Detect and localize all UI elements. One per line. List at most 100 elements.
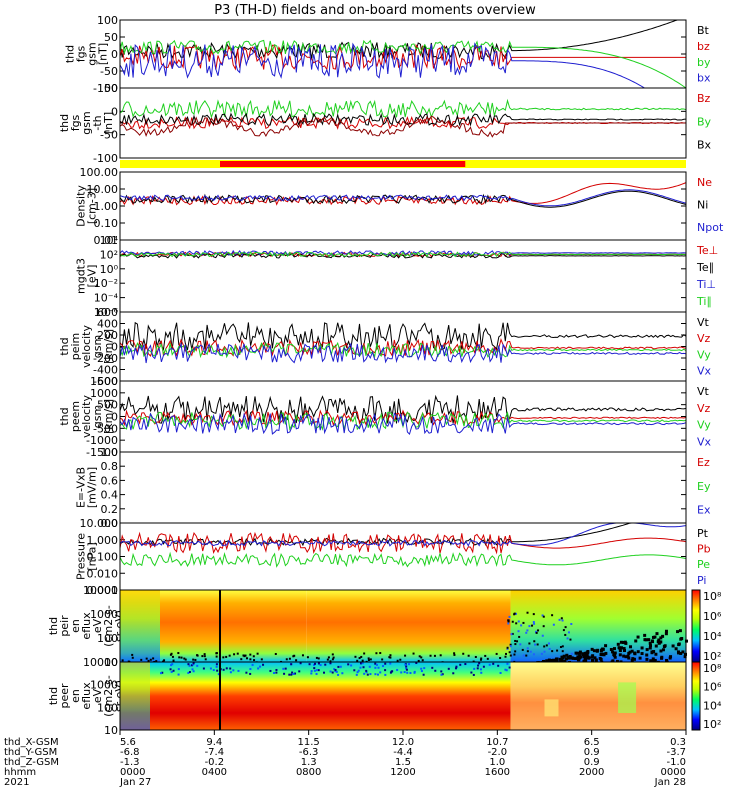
legend-label: Vx: [697, 365, 712, 378]
x-axis-row-label: thd_Y-GSM: [4, 747, 57, 758]
colorbar-tick: 10⁴: [703, 699, 722, 712]
x-axis-row-label: thd_X-GSM: [4, 737, 59, 748]
y-axis-label: [cm-3]: [86, 188, 99, 224]
y-axis-label: fgs: [75, 45, 88, 62]
tick-label: 1500: [90, 375, 118, 388]
x-axis-value: -7.4: [205, 747, 225, 758]
tick-label: 0.10: [94, 217, 119, 230]
colorbar-tick: 10⁶: [703, 610, 722, 623]
y-axis-label: en: [69, 689, 82, 703]
y-axis-label: gsm: [91, 405, 104, 428]
legend-label: Vz: [697, 402, 711, 415]
series-line: [119, 251, 687, 258]
series-line: [119, 551, 687, 568]
series-line: [119, 412, 687, 436]
x-axis-value: 9.4: [206, 737, 222, 748]
legend-label: Pe: [697, 558, 710, 571]
y-axis-label: mgdt3: [75, 258, 88, 294]
x-axis-value: 10.7: [486, 737, 508, 748]
tick-label: 0: [111, 48, 118, 61]
colorbar-tick: 10²: [703, 650, 721, 663]
y-axis-label: eV: [91, 688, 104, 703]
y-axis-label: [eV]: [86, 265, 99, 288]
tick-label: -50: [100, 65, 118, 78]
y-axis-label: gsm: [86, 42, 99, 65]
panel-3: Density[cm-3] 100.00 10.00 1.00 0.10 0.01 Ne Ni…: [75, 166, 724, 247]
tick-label: 1000: [90, 387, 118, 400]
tick-label: 500: [97, 399, 118, 412]
tick-label: 0.6: [101, 474, 119, 487]
tick-label: 400: [97, 318, 118, 331]
series-line: [119, 338, 687, 357]
y-axis-label: (cm2-s-: [102, 605, 115, 647]
tick-label: 0.100: [87, 551, 119, 564]
tick-label: 10.000: [80, 517, 119, 530]
tick-label: 50: [104, 31, 118, 44]
legend-label: Ey: [697, 480, 711, 493]
x-axis-value: -1.0: [666, 757, 686, 768]
x-axis-value: 0.3: [670, 737, 686, 748]
tick-label: 0.001: [87, 584, 119, 597]
colorbar-tick: 10⁴: [703, 630, 722, 643]
y-axis-label: thd: [58, 114, 71, 132]
legend-label: Ne: [697, 176, 712, 189]
x-axis-value: Jan 28: [654, 777, 686, 788]
y-axis-label: Density: [75, 185, 88, 227]
tick-label: 10⁻⁶: [94, 306, 119, 319]
tick-label: 100.00: [80, 166, 119, 179]
y-axis-label: fgs: [69, 114, 82, 131]
x-axis-value: Jan 27: [119, 777, 151, 788]
y-axis-label: Pressure: [75, 533, 88, 580]
y-axis-label: thd: [58, 407, 71, 425]
y-axis-label: en: [69, 619, 82, 633]
page-title: P3 (TH-D) fields and on-board moments ov…: [214, 3, 536, 18]
y-axis-label: E=-VxB: [75, 467, 88, 508]
series-line: [119, 341, 687, 359]
legend-label: Ex: [697, 504, 711, 517]
legend-label: Vt: [697, 385, 710, 398]
tick-label: -600: [93, 375, 118, 388]
tick-label: 10⁻²: [94, 277, 118, 290]
series-line: [119, 39, 687, 89]
x-axis-value: -2.0: [488, 747, 508, 758]
tick-label: 50: [104, 82, 118, 95]
legend-label: Ti∥: [696, 295, 712, 308]
y-axis-label: (cm2-s-: [102, 675, 115, 717]
tick-label: -50: [100, 129, 118, 142]
x-axis-value: 0800: [296, 767, 321, 778]
y-axis-label: [nPa]: [86, 542, 99, 570]
series-line: [119, 252, 687, 259]
series-line: [119, 249, 687, 257]
y-axis-label: thd: [47, 687, 60, 705]
x-axis-value: -1.3: [120, 757, 140, 768]
y-axis-label: velocity: [80, 395, 93, 438]
x-axis-value: 12.0: [392, 737, 414, 748]
colorbar-tick: 10⁸: [703, 662, 722, 675]
x-axis-rows: thd_X-GSM 5.6 9.4 11.5 12.0 10.7 6.5 0.3 thd_Y-G…: [4, 730, 687, 788]
legend-label: Ez: [697, 456, 710, 469]
tick-label: 0.01: [94, 234, 119, 247]
series-line: [119, 189, 687, 207]
colorbar-tick: 10⁶: [703, 681, 722, 694]
legend-label: Te⊥: [696, 244, 718, 257]
tick-label: 1.000: [87, 534, 119, 547]
tick-label: 10: [104, 724, 118, 737]
tick-label: 10⁻⁴: [94, 292, 119, 305]
tick-label: 10.00: [87, 183, 119, 196]
tick-label: -500: [93, 422, 118, 435]
x-axis-value: 6.5: [584, 737, 600, 748]
legend-label: Bt: [697, 24, 710, 37]
tick-label: 10: [104, 656, 118, 669]
x-axis-value: 1.5: [395, 757, 411, 768]
tick-label: 1.0: [101, 446, 119, 459]
legend-label: bx: [697, 72, 711, 85]
y-axis-label: peir: [58, 615, 71, 637]
x-axis-value: 1600: [485, 767, 510, 778]
tick-label: -200: [93, 352, 118, 365]
y-axis-label: eflux: [80, 612, 93, 640]
